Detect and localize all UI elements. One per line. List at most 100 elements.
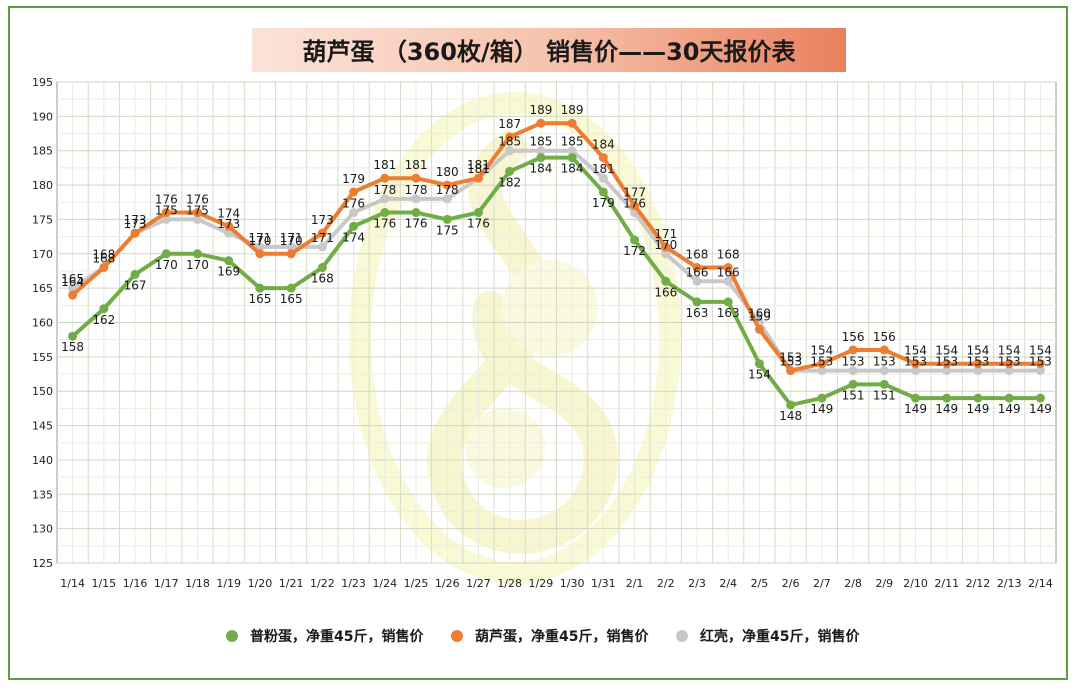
data-point bbox=[286, 242, 296, 252]
data-label: 185 bbox=[498, 135, 521, 149]
x-tick-label: 1/24 bbox=[372, 577, 397, 590]
data-point bbox=[1004, 393, 1014, 403]
data-point bbox=[473, 208, 483, 218]
data-label: 153 bbox=[1029, 355, 1052, 369]
data-label: 175 bbox=[186, 203, 209, 217]
data-label: 176 bbox=[373, 217, 396, 231]
data-point bbox=[911, 393, 921, 403]
data-label: 172 bbox=[623, 244, 646, 258]
y-tick-label: 125 bbox=[32, 557, 53, 570]
data-point bbox=[911, 366, 921, 376]
x-tick-label: 2/6 bbox=[782, 577, 800, 590]
x-tick-label: 2/10 bbox=[903, 577, 928, 590]
y-tick-label: 130 bbox=[32, 523, 53, 536]
data-point bbox=[536, 153, 546, 163]
data-label: 184 bbox=[529, 162, 552, 176]
data-point bbox=[598, 153, 608, 163]
data-label: 154 bbox=[998, 344, 1021, 358]
data-label: 166 bbox=[717, 265, 740, 279]
y-tick-label: 145 bbox=[32, 420, 53, 433]
data-label: 180 bbox=[436, 165, 459, 179]
data-point bbox=[380, 208, 390, 218]
legend-label: 红壳，净重45斤，销售价 bbox=[700, 628, 860, 645]
data-label: 175 bbox=[155, 203, 178, 217]
chart-title: 葫芦蛋 （360枚/箱） 销售价——30天报价表 bbox=[303, 38, 797, 66]
data-point bbox=[754, 324, 764, 334]
data-point bbox=[505, 146, 515, 156]
data-label: 170 bbox=[186, 258, 209, 272]
y-tick-label: 165 bbox=[32, 282, 53, 295]
x-tick-label: 1/15 bbox=[91, 577, 116, 590]
data-label: 179 bbox=[592, 196, 615, 210]
data-point bbox=[130, 228, 140, 238]
data-point bbox=[255, 283, 265, 293]
data-label: 165 bbox=[61, 272, 84, 286]
data-label: 153 bbox=[967, 355, 990, 369]
x-tick-label: 1/26 bbox=[435, 577, 460, 590]
data-label: 160 bbox=[748, 307, 771, 321]
series-line bbox=[71, 155, 1041, 407]
data-label: 164 bbox=[61, 275, 84, 289]
y-tick-label: 175 bbox=[32, 213, 53, 226]
data-point bbox=[661, 249, 671, 259]
data-label: 154 bbox=[967, 344, 990, 358]
data-point bbox=[536, 118, 546, 128]
series-layer bbox=[68, 118, 1045, 410]
data-point bbox=[942, 359, 952, 369]
data-point bbox=[1035, 366, 1045, 376]
data-point bbox=[911, 359, 921, 369]
data-point bbox=[848, 345, 858, 355]
x-tick-label: 2/9 bbox=[875, 577, 893, 590]
data-point bbox=[879, 345, 889, 355]
data-point bbox=[192, 214, 202, 224]
data-point bbox=[692, 263, 702, 273]
data-point bbox=[224, 256, 234, 266]
data-point bbox=[317, 242, 327, 252]
data-label: 173 bbox=[217, 217, 240, 231]
data-label: 176 bbox=[155, 193, 178, 207]
data-point bbox=[786, 366, 796, 376]
y-tick-label: 150 bbox=[32, 385, 53, 398]
y-tick-label: 160 bbox=[32, 317, 53, 330]
x-tick-label: 1/23 bbox=[341, 577, 366, 590]
x-tick-label: 2/1 bbox=[626, 577, 644, 590]
data-point bbox=[380, 194, 390, 204]
data-label: 153 bbox=[779, 355, 802, 369]
data-point bbox=[567, 118, 577, 128]
data-label: 176 bbox=[623, 197, 646, 211]
data-point bbox=[661, 242, 671, 252]
data-point bbox=[598, 173, 608, 183]
data-point bbox=[349, 221, 359, 231]
data-point bbox=[473, 173, 483, 183]
data-label: 181 bbox=[592, 162, 615, 176]
data-point bbox=[973, 366, 983, 376]
chart-frame: 葫芦蛋 （360枚/箱） 销售价——30天报价表 125 130 135 140 145… bbox=[8, 6, 1068, 680]
data-label: 168 bbox=[311, 272, 334, 286]
data-label: 178 bbox=[436, 183, 459, 197]
data-point bbox=[567, 146, 577, 156]
data-label: 171 bbox=[280, 231, 303, 245]
y-tick-label: 135 bbox=[32, 488, 53, 501]
series-line bbox=[71, 121, 1041, 373]
data-label: 181 bbox=[467, 158, 490, 172]
data-point bbox=[411, 208, 421, 218]
y-tick-label: 170 bbox=[32, 248, 53, 261]
grid bbox=[56, 81, 1057, 564]
data-label: 151 bbox=[873, 388, 896, 402]
y-tick-label: 185 bbox=[32, 145, 53, 158]
x-tick-label: 2/14 bbox=[1028, 577, 1053, 590]
data-point bbox=[1004, 359, 1014, 369]
x-tick-label: 1/17 bbox=[154, 577, 179, 590]
data-label: 154 bbox=[1029, 344, 1052, 358]
x-tick-label: 2/12 bbox=[966, 577, 991, 590]
y-tick-label: 140 bbox=[32, 454, 53, 467]
data-point bbox=[68, 331, 78, 341]
legend-label: 普粉蛋，净重45斤，销售价 bbox=[250, 628, 424, 645]
data-label: 168 bbox=[92, 252, 115, 266]
x-tick-label: 1/28 bbox=[497, 577, 522, 590]
data-label: 153 bbox=[779, 351, 802, 365]
data-label: 163 bbox=[686, 306, 709, 320]
data-point bbox=[1035, 393, 1045, 403]
data-label: 170 bbox=[654, 238, 677, 252]
data-label: 189 bbox=[561, 103, 584, 117]
